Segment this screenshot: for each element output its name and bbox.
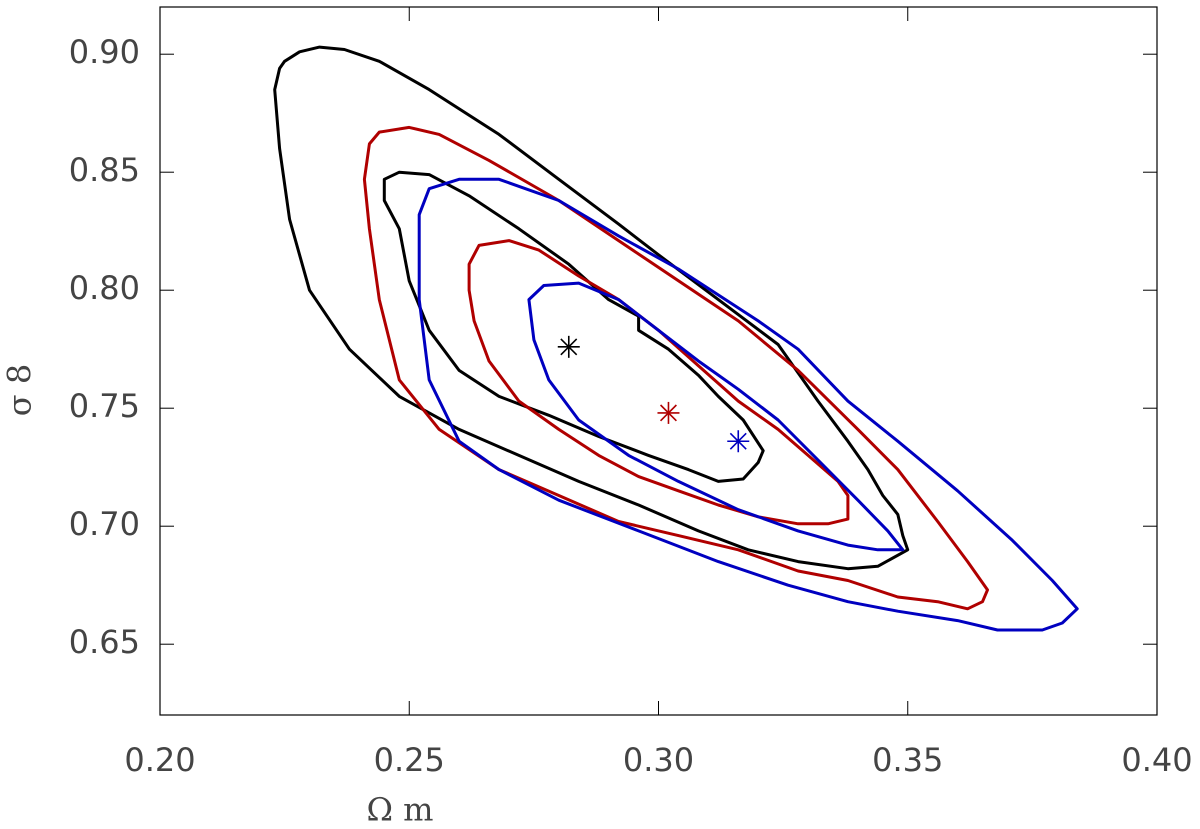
y-axis-label: σ 8 (1, 364, 39, 416)
marker-stroke (659, 404, 677, 422)
marker-stroke (729, 432, 747, 450)
y-tick-label: 0.80 (69, 269, 140, 307)
marker-stroke (560, 338, 578, 356)
y-tick-label: 0.75 (69, 387, 140, 425)
x-tick-label: 0.40 (1121, 741, 1192, 779)
best-fit-marker (557, 335, 580, 358)
contour-line (273, 45, 910, 571)
best-fit-marker (657, 401, 680, 424)
x-axis-label: Ω m (366, 791, 433, 829)
y-tick-label: 0.85 (69, 151, 140, 189)
y-tick-label: 0.90 (69, 33, 140, 71)
contour-line (382, 170, 765, 483)
contour-line (527, 281, 905, 552)
x-tick-label: 0.25 (374, 741, 445, 779)
best-fit-marker (727, 430, 750, 453)
x-tick-label: 0.35 (872, 741, 943, 779)
contour-line (417, 177, 1079, 632)
plot-frame (159, 6, 1158, 716)
x-tick-label: 0.20 (124, 741, 195, 779)
y-tick-label: 0.65 (69, 623, 140, 661)
x-tick-label: 0.30 (623, 741, 694, 779)
contour-line (467, 239, 850, 526)
y-tick-label: 0.70 (69, 505, 140, 543)
